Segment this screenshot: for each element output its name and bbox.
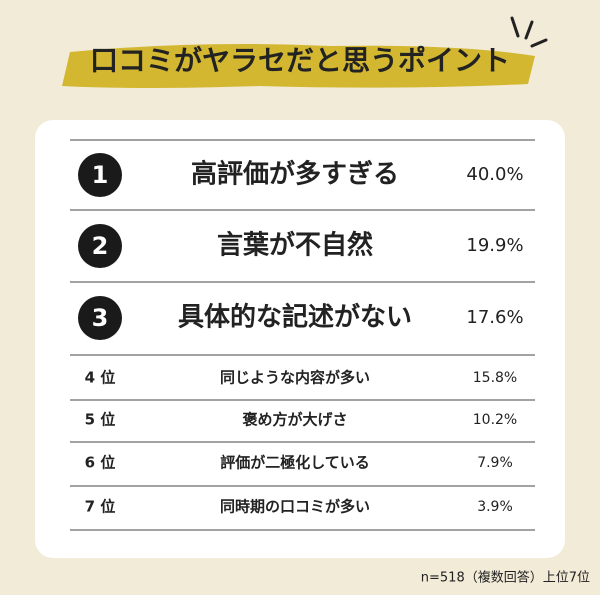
share: 19.9% — [466, 235, 523, 256]
rank: 7 位 — [85, 498, 116, 516]
footnote: n=518（複数回答）上位7位 — [421, 570, 590, 586]
item: 評価が二極化している — [220, 454, 370, 472]
rank-badge — [78, 296, 122, 340]
rank-badge — [78, 224, 122, 268]
rank-badge — [78, 153, 122, 197]
title-highlight — [62, 44, 535, 88]
share: 15.8% — [473, 370, 517, 386]
item: 高評価が多すぎる — [191, 159, 399, 190]
rank: 5 位 — [85, 411, 116, 429]
rank: 4 位 — [85, 369, 116, 387]
share: 17.6% — [466, 307, 523, 328]
rank: 2 — [92, 232, 109, 260]
item: 同時期の口コミが多い — [220, 498, 370, 516]
rank: 6 位 — [85, 454, 116, 472]
item: 同じような内容が多い — [220, 369, 370, 387]
item: 具体的な記述がない — [178, 302, 412, 333]
card — [35, 120, 565, 558]
title: 口コミがヤラセだと思うポイント — [90, 44, 510, 77]
rank: 1 — [92, 161, 109, 189]
sparkle — [510, 16, 548, 48]
share: 7.9% — [477, 455, 513, 471]
rank: 3 — [92, 304, 109, 332]
item: 言葉が不自然 — [217, 230, 373, 261]
share: 3.9% — [477, 499, 513, 515]
item: 褒め方が大げさ — [241, 411, 347, 429]
share: 10.2% — [473, 412, 517, 428]
share: 40.0% — [466, 164, 523, 185]
